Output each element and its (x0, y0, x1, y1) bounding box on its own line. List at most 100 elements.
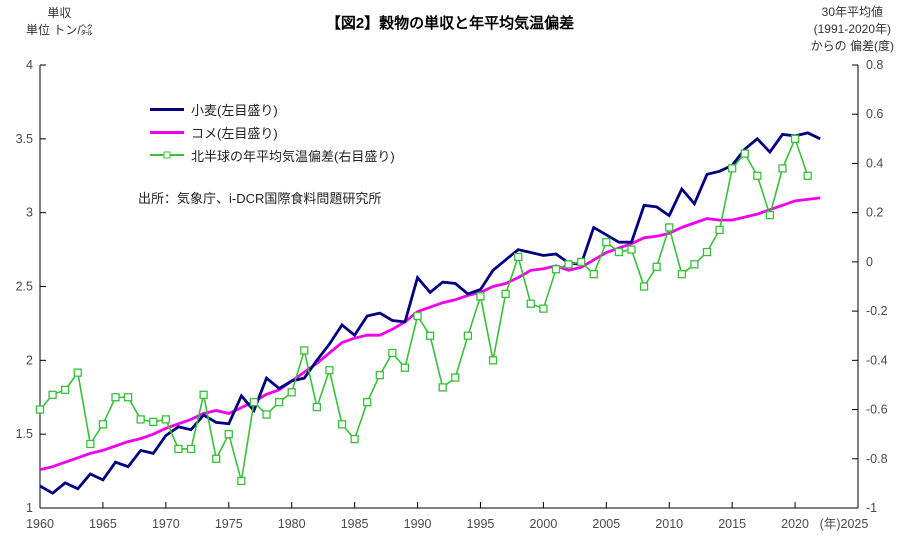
left-axis-tick-label: 2 (26, 353, 33, 367)
left-axis-unit-label: 単収 単位 トン/㌶ (26, 5, 93, 39)
temperature-square-marker (652, 262, 661, 271)
temperature-square-marker (350, 434, 359, 444)
source-note: 出所：気象庁、i-DCR国際食料問題研究所 (138, 191, 382, 206)
temperature-square-marker (224, 430, 233, 439)
x-axis-tick-label: 1960 (26, 517, 54, 531)
temperature-square-marker (287, 388, 296, 397)
temperature-square-marker (438, 383, 447, 392)
x-axis-tick-label: 1975 (215, 517, 243, 531)
temperature-square-marker (765, 210, 775, 220)
temperature-square-marker (501, 289, 510, 299)
temperature-square-marker (61, 385, 70, 395)
right-label-line3: からの 偏差(度) (810, 39, 894, 53)
legend-item-wheat: 小麦(左目盛り) (150, 102, 395, 118)
temperature-square-marker (728, 164, 737, 173)
temperature-square-marker (576, 257, 586, 267)
temperature-square-marker (476, 292, 485, 301)
temperature-square-marker (690, 260, 699, 269)
legend: 小麦(左目盛り) コメ(左目盛り) 北半球の年平均気温偏差(右目盛り) (150, 102, 395, 171)
x-axis-tick-label: 1970 (152, 517, 180, 531)
temperature-square-marker (753, 171, 762, 180)
legend-label-rice: コメ(左目盛り) (191, 125, 278, 141)
legend-item-rice: コメ(左目盛り) (150, 125, 395, 141)
temperature-square-marker (514, 252, 523, 262)
temperature-square-marker (702, 247, 712, 257)
right-axis-tick-label: -0.6 (866, 403, 888, 417)
temperature-square-marker (715, 225, 724, 235)
x-axis-tick-label: 2000 (529, 517, 557, 531)
temperature-square-marker (274, 398, 284, 407)
temperature-square-marker (602, 238, 611, 247)
square-marker-icon (163, 151, 171, 159)
left-axis-tick-label: 3 (26, 206, 33, 220)
temperature-square-marker (589, 270, 598, 279)
right-axis-tick-label: -1 (866, 501, 877, 515)
小麦(左目盛り)-line (39, 131, 821, 495)
コメ(左目盛り)-line (39, 196, 821, 471)
temperature-square-marker (627, 245, 636, 254)
left-axis-tick-label: 4 (26, 58, 33, 72)
x-axis-tick-label: 2020 (781, 517, 809, 531)
temperature-square-marker (86, 439, 95, 449)
temperature-square-marker (639, 282, 649, 291)
legend-label-wheat: 小麦(左目盛り) (191, 102, 278, 118)
temperature-square-marker (388, 348, 397, 358)
temperature-square-marker (111, 393, 120, 402)
x-axis-tick-label: 1980 (278, 517, 306, 531)
temperature-square-marker (149, 417, 158, 427)
temperature-square-marker (375, 370, 384, 380)
legend-label-temperature: 北半球の年平均気温偏差(右目盛り) (191, 148, 395, 164)
chart-title: 【図2】穀物の単収と年平均気温偏差 (325, 15, 575, 32)
temperature-square-marker (186, 444, 196, 454)
right-axis-tick-label: 0 (866, 255, 873, 269)
x-axis-tick-label: (年)2025 (820, 517, 869, 531)
right-axis-tick-label: 0.6 (866, 107, 883, 121)
temperature-square-marker (413, 311, 422, 321)
temperature-square-marker (400, 363, 410, 372)
temperature-square-marker (488, 356, 498, 365)
temperature-square-marker (451, 373, 460, 382)
left-axis-tick-label: 1 (26, 501, 33, 515)
temperature-line-swatch (150, 151, 184, 159)
temperature-square-marker (790, 134, 800, 143)
right-axis-tick-label: 0.8 (866, 58, 883, 72)
temperature-square-marker (325, 366, 334, 375)
x-axis-tick-label: 2005 (592, 517, 620, 531)
left-axis-tick-label: 2.5 (16, 280, 33, 294)
temperature-square-marker (665, 223, 674, 232)
temperature-square-marker (539, 304, 548, 313)
x-axis-tick-label: 1965 (89, 517, 117, 531)
temperature-square-marker (425, 331, 435, 340)
left-axis-tick-label: 1.5 (16, 427, 33, 441)
temperature-square-marker (123, 393, 133, 402)
temperature-square-marker (300, 346, 309, 355)
x-axis-tick-label: 1995 (467, 517, 495, 531)
temperature-square-marker (740, 149, 749, 158)
temperature-square-marker (551, 265, 561, 274)
temperature-square-marker (337, 420, 347, 429)
temperature-square-marker (48, 390, 57, 399)
temperature-square-marker (199, 390, 208, 399)
right-axis-tick-label: -0.8 (866, 452, 888, 466)
temperature-square-marker (677, 270, 686, 279)
temperature-square-marker (161, 415, 170, 424)
temperature-square-marker (249, 398, 259, 407)
x-axis-tick-label: 2010 (655, 517, 683, 531)
rice-line-swatch (150, 130, 184, 134)
x-axis-tick-label: 1990 (404, 517, 432, 531)
right-axis-tick-label: 0.4 (866, 156, 883, 170)
temperature-square-marker (564, 260, 573, 269)
wheat-line-swatch (150, 107, 184, 111)
temperature-square-marker (98, 420, 108, 429)
temperature-square-marker (212, 454, 221, 463)
temperature-square-marker (312, 402, 322, 412)
temperature-square-marker (237, 476, 246, 486)
right-axis-tick-label: -0.4 (866, 353, 888, 367)
temperature-square-marker (174, 444, 183, 454)
temperature-square-marker (136, 415, 145, 424)
北半球の年平均気温偏差(右目盛り)-line (39, 136, 809, 482)
left-axis-tick-label: 3.5 (16, 132, 33, 146)
x-axis-tick-label: 1985 (341, 517, 369, 531)
unit-label-line2: 単位 トン/㌶ (26, 23, 93, 37)
